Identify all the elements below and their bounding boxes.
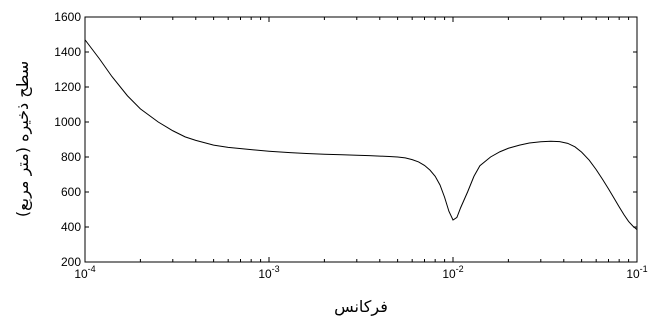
x-tick-label: 10-4 <box>74 264 95 281</box>
y-axis: 200 400 600 800 1000 1200 1400 1600 <box>54 10 637 269</box>
y-axis-title: سطح ذخیره (متر مربع) <box>13 61 33 217</box>
y-tick-label: 1400 <box>54 45 81 59</box>
y-tick-label: 1000 <box>54 115 81 129</box>
y-tick-label: 400 <box>61 220 81 234</box>
x-tick-label: 10-2 <box>442 264 463 281</box>
x-tick-label: 10-1 <box>626 264 647 281</box>
x-axis: 10-4 10-3 10-2 10-1 <box>74 17 648 281</box>
y-tick-label: 800 <box>61 150 81 164</box>
plot-area-frame <box>84 16 638 263</box>
y-tick-label: 1200 <box>54 80 81 94</box>
y-tick-label: 200 <box>61 255 81 269</box>
y-tick-label: 1600 <box>54 10 81 24</box>
y-tick-label: 600 <box>61 185 81 199</box>
x-axis-title: فرکانس <box>334 297 388 317</box>
data-line <box>84 39 638 231</box>
x-tick-label: 10-3 <box>258 264 279 281</box>
